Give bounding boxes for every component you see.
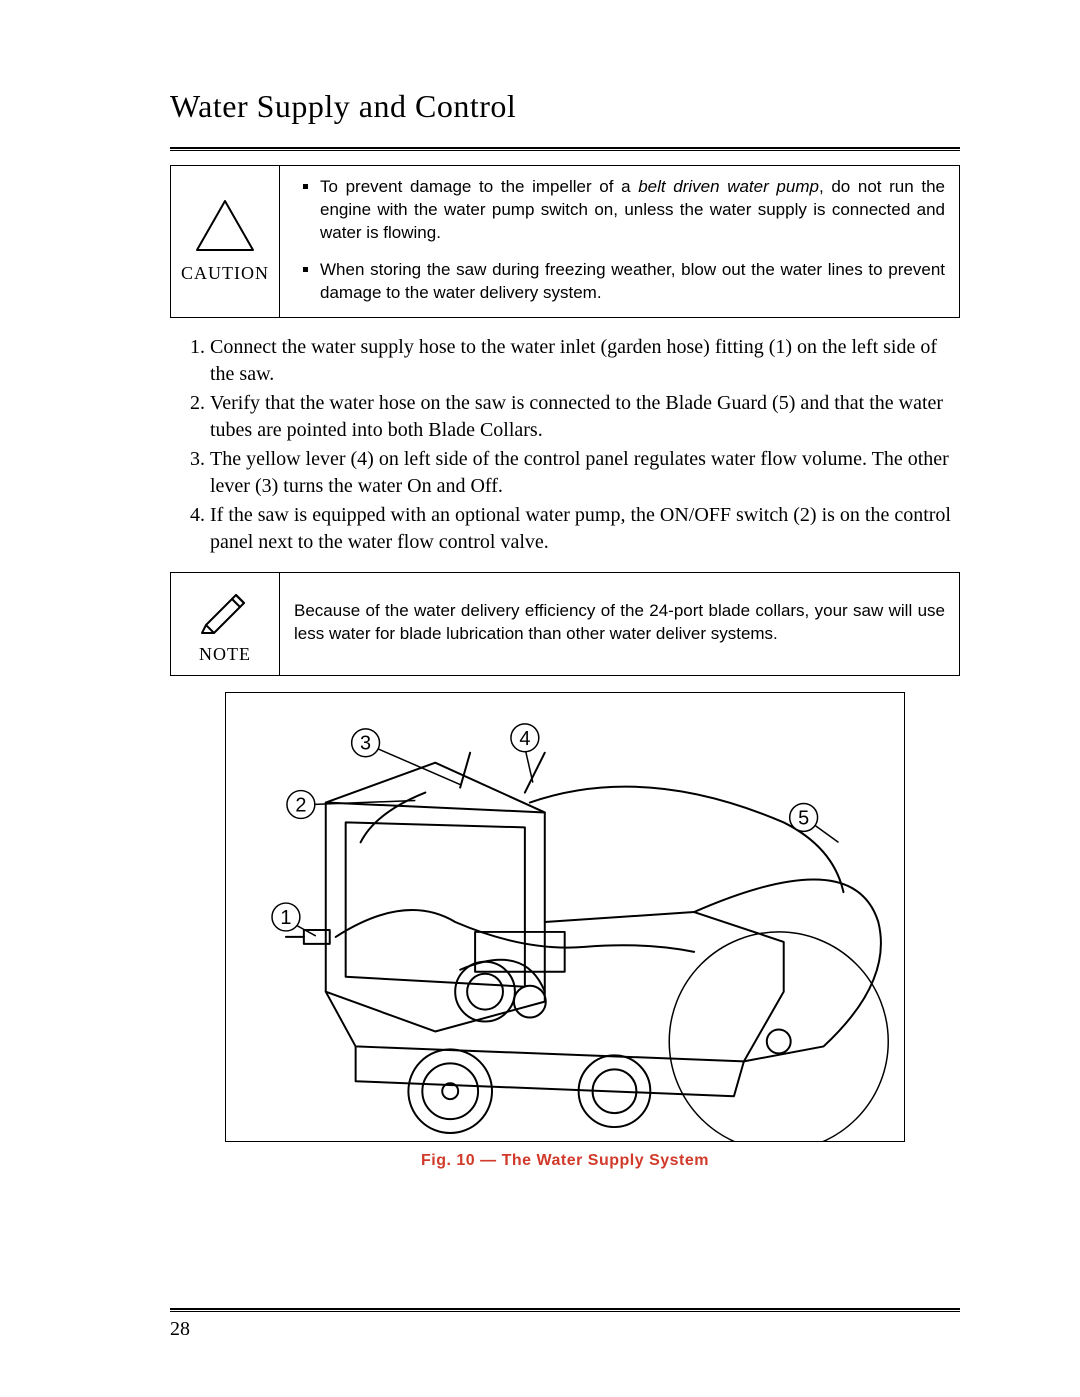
callout-3: 3 <box>360 732 371 754</box>
caution-item: To prevent damage to the impeller of a b… <box>320 176 945 245</box>
caution-list: To prevent damage to the impeller of a b… <box>294 176 945 305</box>
step-item: Connect the water supply hose to the wat… <box>210 334 960 388</box>
caution-icon <box>194 241 256 258</box>
procedure-steps: Connect the water supply hose to the wat… <box>170 334 960 556</box>
note-label: NOTE <box>175 644 275 665</box>
step-item: If the saw is equipped with an optional … <box>210 502 960 556</box>
callout-4: 4 <box>520 727 531 749</box>
page-footer: 28 <box>170 1308 960 1341</box>
caution-box: CAUTION To prevent damage to the impelle… <box>170 165 960 318</box>
figure-caption: Fig. 10 — The Water Supply System <box>170 1152 960 1170</box>
callout-2: 2 <box>296 794 307 816</box>
note-box: NOTE Because of the water delivery effic… <box>170 572 960 676</box>
footer-rule <box>170 1308 960 1312</box>
page-title: Water Supply and Control <box>170 88 960 125</box>
caution-label: CAUTION <box>175 263 275 284</box>
caution-item: When storing the saw during freezing wea… <box>320 259 945 305</box>
step-item: Verify that the water hose on the saw is… <box>210 390 960 444</box>
note-text: Because of the water delivery efficiency… <box>294 600 945 646</box>
callout-1: 1 <box>281 907 292 929</box>
figure-water-supply-system: 1 2 3 4 5 <box>225 692 904 1142</box>
pencil-icon <box>194 622 256 639</box>
callout-5: 5 <box>798 807 809 829</box>
step-item: The yellow lever (4) on left side of the… <box>210 446 960 500</box>
title-rule <box>170 147 960 151</box>
page-number: 28 <box>170 1318 960 1341</box>
